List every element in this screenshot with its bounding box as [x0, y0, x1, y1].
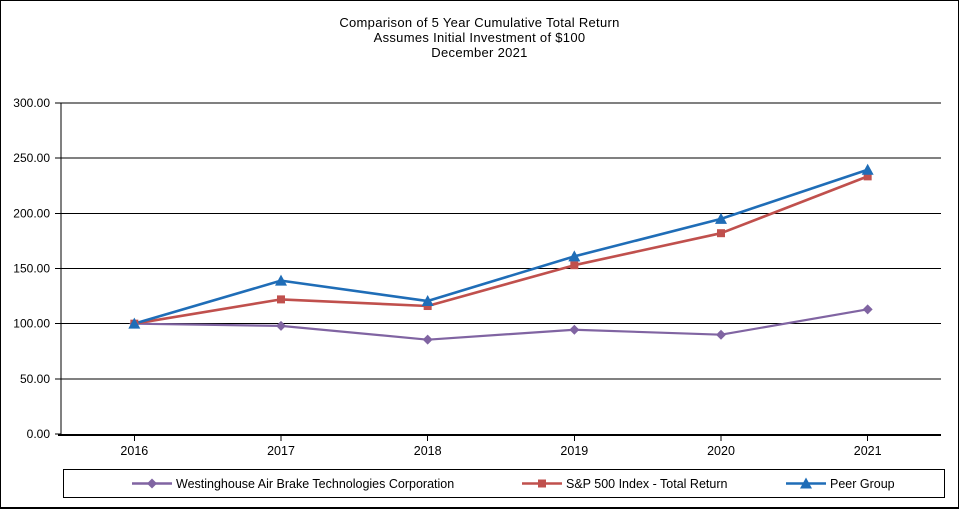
data-point-diamond-icon: [569, 324, 580, 335]
data-point-diamond-icon: [422, 334, 433, 345]
data-point-triangle-icon: [568, 250, 581, 262]
x-axis-label: 2017: [267, 444, 295, 458]
legend-marker-triangle-icon: [786, 477, 826, 489]
legend-marker-square-icon: [522, 479, 562, 488]
data-point-square-icon: [717, 229, 725, 238]
legend-item-2: S&P 500 Index - Total Return: [522, 470, 727, 497]
y-axis-label: 100.00: [13, 317, 50, 331]
title-line-2: Assumes Initial Investment of $100: [373, 30, 586, 45]
y-axis-label: 250.00: [13, 151, 50, 165]
legend-label: S&P 500 Index - Total Return: [566, 476, 728, 491]
y-axis-label: 0.00: [27, 427, 51, 441]
legend-marker-diamond-icon: [132, 478, 172, 489]
data-point-triangle-icon: [421, 295, 434, 307]
series-line-1: [134, 308, 868, 341]
y-axis-label: 150.00: [13, 262, 50, 276]
data-point-triangle-icon: [861, 163, 874, 175]
legend-label: Peer Group: [830, 476, 895, 491]
y-axis-label: 300.00: [13, 96, 50, 110]
series-line-3: [133, 168, 869, 325]
x-axis-label: 2019: [560, 444, 588, 458]
data-point-diamond-icon: [276, 320, 286, 331]
x-axis-label: 2016: [120, 444, 148, 458]
data-point-square-icon: [570, 261, 579, 270]
legend-label: Westinghouse Air Brake Technologies Corp…: [176, 476, 455, 491]
y-axis-label: 50.00: [20, 372, 50, 386]
data-point-diamond-icon: [862, 304, 873, 315]
data-point-triangle-icon: [128, 317, 141, 329]
legend-item-3: Peer Group: [786, 470, 895, 497]
chart-title: Comparison of 5 Year Cumulative Total Re…: [1, 15, 958, 60]
data-point-triangle-icon: [715, 212, 727, 224]
title-line-1: Comparison of 5 Year Cumulative Total Re…: [339, 15, 620, 30]
legend-item-1: Westinghouse Air Brake Technologies Corp…: [132, 470, 454, 497]
series-line-2: [134, 175, 869, 325]
x-axis-label: 2018: [414, 444, 442, 458]
x-axis-label: 2020: [707, 444, 735, 458]
y-axis-label: 200.00: [13, 206, 50, 220]
data-point-square-icon: [863, 172, 872, 181]
title-line-3: December 2021: [431, 45, 528, 60]
data-point-diamond-icon: [716, 329, 726, 340]
data-point-square-icon: [277, 295, 285, 304]
legend: Westinghouse Air Brake Technologies Corp…: [63, 469, 945, 498]
data-point-triangle-icon: [275, 274, 287, 286]
x-axis-label: 2021: [854, 444, 882, 458]
